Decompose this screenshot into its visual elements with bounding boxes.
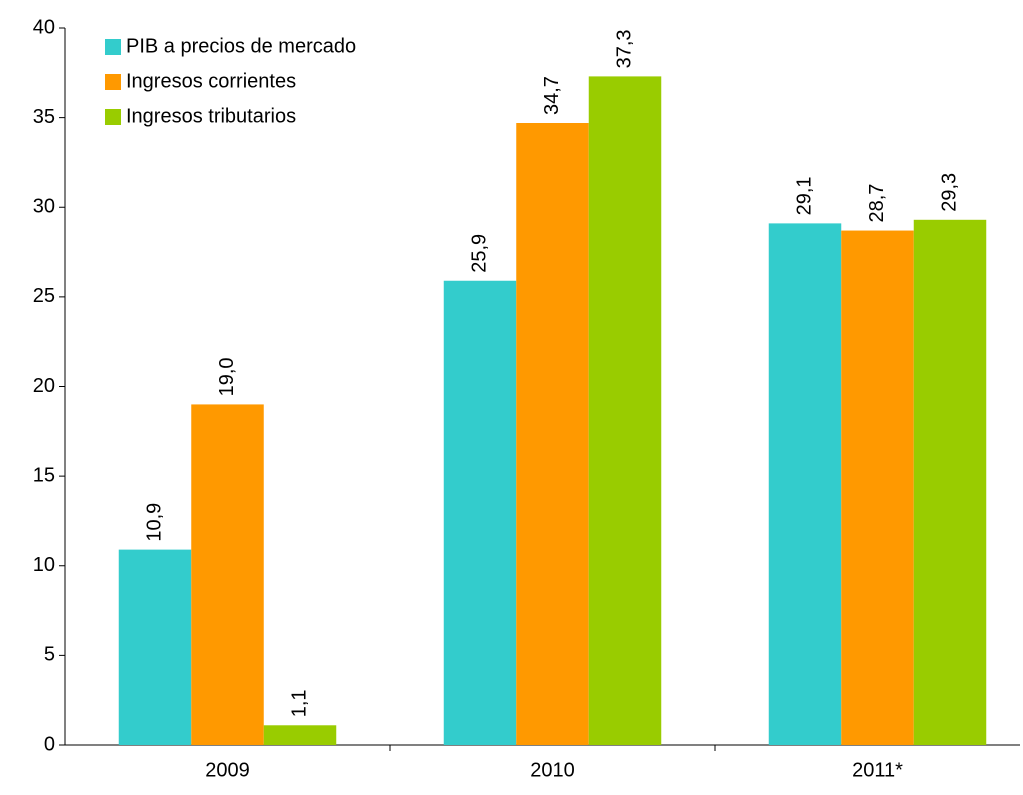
bar: [516, 123, 589, 745]
legend-label: Ingresos corrientes: [126, 70, 296, 92]
value-label: 10,9: [143, 503, 165, 542]
y-tick-label: 40: [33, 16, 55, 38]
legend-swatch: [105, 74, 121, 90]
x-tick-label: 2011*: [852, 759, 903, 781]
value-label: 25,9: [468, 234, 490, 273]
bar: [443, 280, 517, 745]
legend-label: PIB a precios de mercado: [126, 35, 356, 57]
y-tick-label: 20: [33, 375, 55, 397]
y-tick-label: 5: [44, 644, 55, 666]
bar: [588, 76, 662, 745]
y-tick-label: 0: [44, 733, 55, 755]
value-label: 29,3: [938, 173, 960, 212]
y-tick-label: 15: [33, 464, 55, 486]
bar: [768, 223, 842, 745]
bar: [913, 219, 987, 746]
bar: [118, 549, 192, 745]
y-tick-label: 35: [33, 106, 55, 128]
value-label: 19,0: [216, 357, 238, 396]
legend-swatch: [105, 39, 121, 55]
y-tick-label: 25: [33, 285, 55, 307]
value-label: 37,3: [613, 29, 635, 68]
value-label: 1,1: [288, 689, 310, 717]
value-label: 29,1: [793, 176, 815, 215]
bar: [191, 404, 264, 745]
value-label: 28,7: [866, 184, 888, 223]
value-label: 34,7: [541, 76, 563, 115]
x-tick-label: 2010: [530, 759, 575, 781]
y-tick-label: 10: [33, 554, 55, 576]
legend-label: Ingresos tributarios: [126, 105, 296, 127]
legend-swatch: [105, 109, 121, 125]
bar: [263, 725, 337, 745]
x-tick-label: 2009: [205, 759, 250, 781]
bar: [841, 230, 914, 746]
y-tick-label: 30: [33, 196, 55, 218]
